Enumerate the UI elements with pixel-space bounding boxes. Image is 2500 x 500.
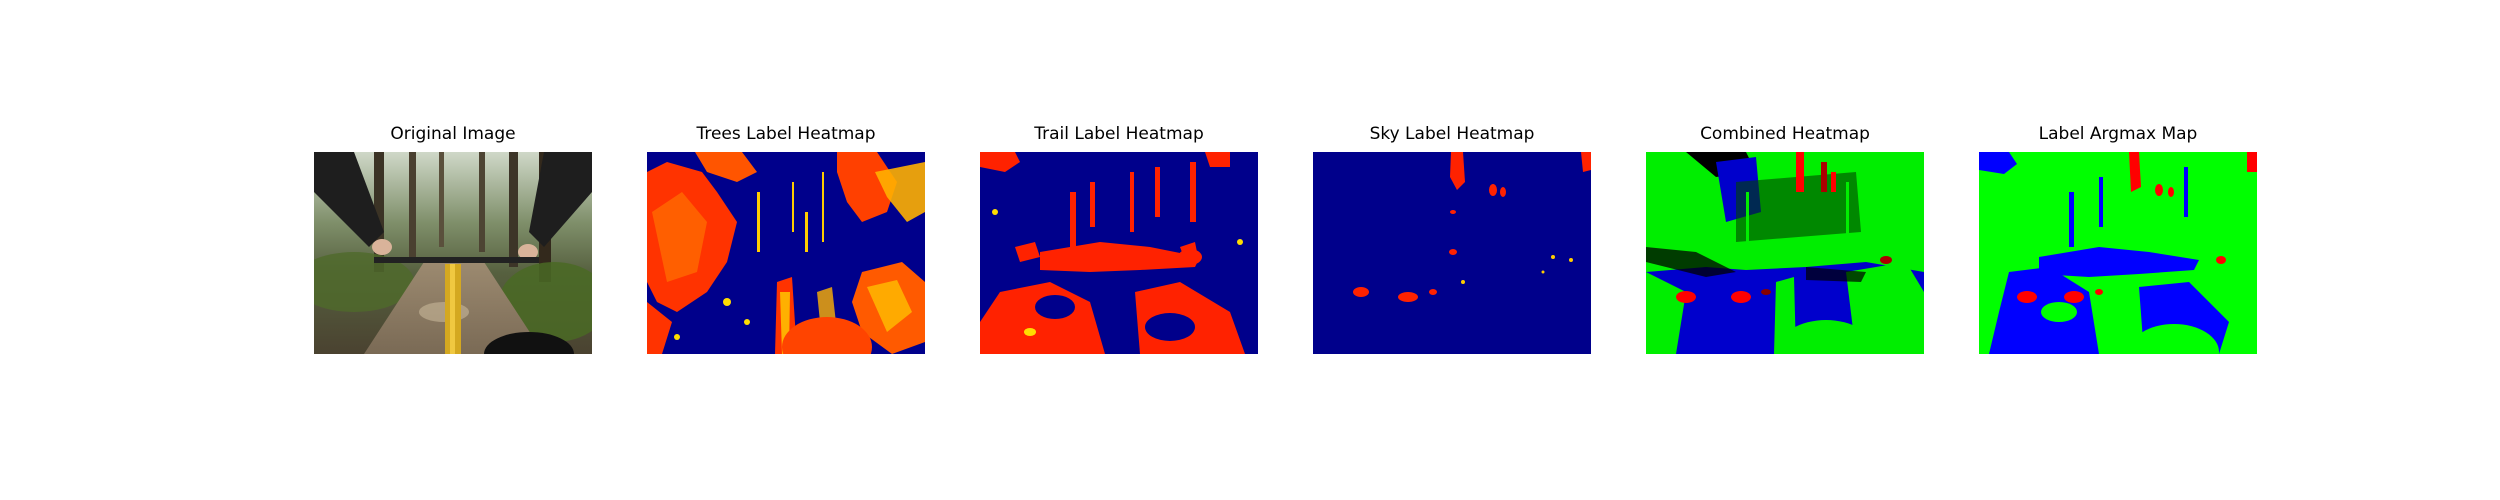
label-map-image-icon (1979, 152, 2257, 354)
panel-title-trail: Trail Label Heatmap (1034, 124, 1204, 144)
argmax-map (1979, 152, 2257, 354)
panel-title-argmax: Label Argmax Map (2038, 124, 2198, 144)
panel-title-original: Original Image (390, 124, 516, 144)
photo-image-icon (314, 152, 592, 354)
trail-heatmap (980, 152, 1258, 354)
heatmap-image-icon (980, 152, 1258, 354)
combined-heatmap (1646, 152, 1924, 354)
heatmap-image-icon (1646, 152, 1924, 354)
trees-heatmap (647, 152, 925, 354)
panel-title-combined: Combined Heatmap (1700, 124, 1870, 144)
panel-title-sky: Sky Label Heatmap (1369, 124, 1535, 144)
original-image (314, 152, 592, 354)
sky-heatmap (1313, 152, 1591, 354)
heatmap-image-icon (1313, 152, 1591, 354)
panel-title-trees: Trees Label Heatmap (696, 124, 876, 144)
heatmap-image-icon (647, 152, 925, 354)
